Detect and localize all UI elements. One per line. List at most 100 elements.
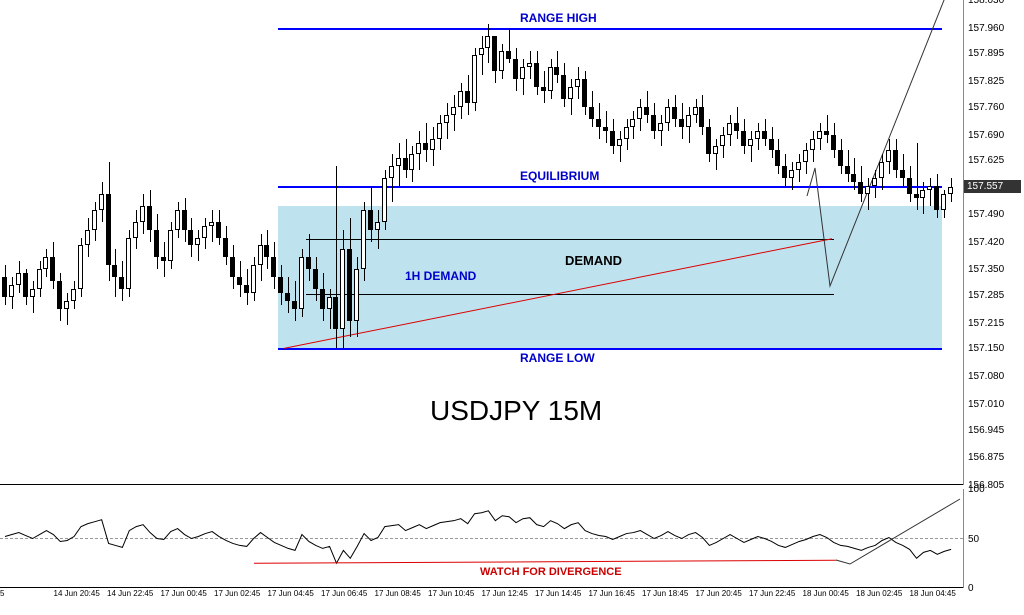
time-tick: 17 Jun 02:45 [214, 589, 260, 598]
demand-inner-line [306, 294, 834, 295]
price-tick: 157.760 [968, 102, 1004, 113]
candle-body [320, 289, 325, 309]
indicator-axis: 100500 [963, 489, 1024, 588]
candle-body [99, 194, 104, 210]
price-tick: 157.625 [968, 155, 1004, 166]
candle-body [720, 135, 725, 147]
candle-body [582, 79, 587, 107]
price-tick: 156.875 [968, 452, 1004, 463]
time-tick: 5 [0, 589, 4, 598]
candle-body [872, 178, 877, 186]
candle-body [112, 265, 117, 277]
price-tick: 158.030 [968, 0, 1004, 6]
candle-body [244, 285, 249, 293]
candle-body [900, 170, 905, 178]
candle-body [161, 257, 166, 261]
price-tick: 157.490 [968, 209, 1004, 220]
candle-body [769, 139, 774, 151]
candle-body [596, 119, 601, 127]
rsi-tick: 50 [968, 534, 979, 545]
candle-body [382, 178, 387, 222]
candle-body [375, 222, 380, 230]
candle-body [64, 301, 69, 309]
candle-body [216, 222, 221, 238]
candle-body [534, 63, 539, 87]
candle-body [617, 139, 622, 147]
candle-body [154, 230, 159, 258]
candle-body [789, 170, 794, 178]
rsi-indicator-panel: WATCH FOR DIVERGENCE [0, 489, 963, 588]
time-axis: 514 Jun 20:4514 Jun 22:4517 Jun 00:4517 … [0, 589, 963, 615]
candle-body [603, 127, 608, 131]
candle-body [775, 150, 780, 166]
candle-body [78, 245, 83, 289]
price-tick: 156.945 [968, 425, 1004, 436]
demand-inner-line [306, 239, 834, 240]
candle-body [389, 166, 394, 178]
candle-body [57, 281, 62, 309]
candle-body [727, 123, 732, 135]
candle-body [340, 249, 345, 328]
level-line [278, 186, 942, 188]
candle-body [637, 107, 642, 119]
level-line [278, 348, 942, 350]
rsi-tick: 100 [968, 484, 985, 495]
candle-body [672, 107, 677, 119]
candle-body [831, 135, 836, 151]
candle-wick [67, 293, 68, 325]
candle-body [119, 277, 124, 289]
candle-body [485, 36, 490, 48]
candle-body [30, 289, 35, 297]
candle-body [693, 107, 698, 115]
candle-body [333, 297, 338, 329]
candle-body [361, 210, 366, 269]
candle-body [589, 107, 594, 119]
candle-body [182, 210, 187, 230]
candle-body [444, 115, 449, 123]
chart-container: RANGE HIGHEQUILIBRIUMRANGE LOWDEMAND1H D… [0, 0, 963, 615]
price-chart-panel: RANGE HIGHEQUILIBRIUMRANGE LOWDEMAND1H D… [0, 0, 963, 485]
candle-body [762, 131, 767, 139]
candle-wick [198, 230, 199, 262]
candle-body [23, 273, 28, 297]
price-tick: 157.350 [968, 264, 1004, 275]
candle-wick [923, 182, 924, 214]
candle-body [147, 206, 152, 230]
candle-wick [392, 154, 393, 202]
candle-wick [378, 210, 379, 250]
candle-body [237, 277, 242, 285]
price-tick: 157.690 [968, 130, 1004, 141]
candle-body [37, 269, 42, 289]
candle-wick [212, 210, 213, 242]
candle-body [865, 186, 870, 194]
candle-body [451, 107, 456, 115]
divergence-label: WATCH FOR DIVERGENCE [480, 566, 622, 578]
price-tick: 157.010 [968, 399, 1004, 410]
time-tick: 17 Jun 20:45 [696, 589, 742, 598]
candle-body [299, 257, 304, 308]
candle-body [838, 150, 843, 166]
candle-body [423, 143, 428, 151]
time-tick: 17 Jun 18:45 [642, 589, 688, 598]
candle-body [886, 150, 891, 162]
candle-body [479, 48, 484, 56]
candle-body [409, 154, 414, 170]
candle-body [527, 63, 532, 67]
candle-body [651, 115, 656, 131]
candle-body [658, 123, 663, 131]
candle-body [748, 139, 753, 147]
candle-body [202, 226, 207, 238]
candle-body [437, 123, 442, 139]
equilibrium-label: EQUILIBRIUM [520, 169, 599, 183]
candle-body [354, 269, 359, 320]
candle-body [568, 87, 573, 99]
candle-body [554, 67, 559, 75]
candle-body [16, 273, 21, 285]
candle-body [285, 293, 290, 301]
time-tick: 17 Jun 08:45 [375, 589, 421, 598]
candle-body [106, 194, 111, 265]
candle-body [396, 158, 401, 166]
candle-body [43, 257, 48, 269]
candle-body [168, 230, 173, 262]
candle-wick [482, 36, 483, 76]
